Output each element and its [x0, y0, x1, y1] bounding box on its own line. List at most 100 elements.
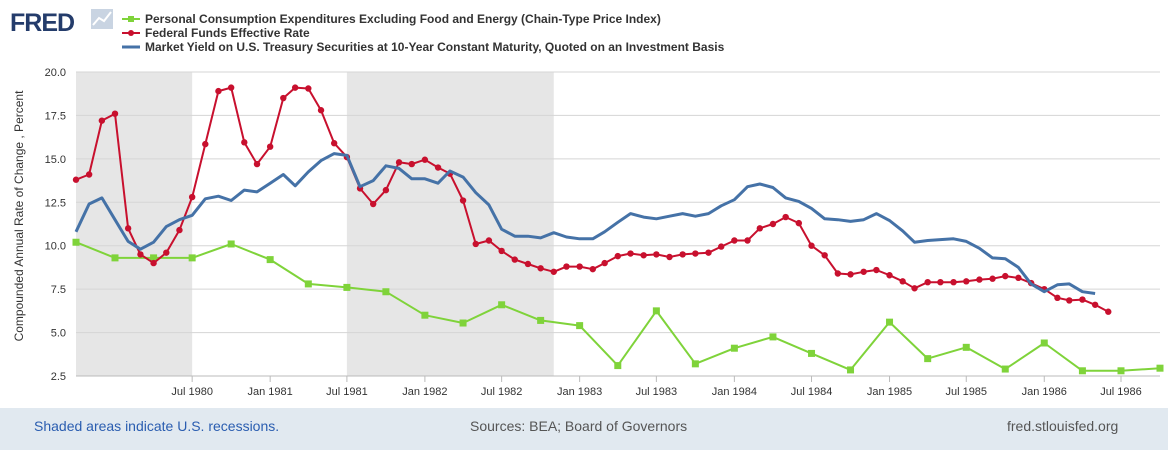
- data-point-pce: [1117, 367, 1125, 375]
- data-point-pce: [498, 301, 506, 309]
- data-point-fedfunds: [692, 250, 699, 257]
- data-point-fedfunds: [576, 263, 583, 270]
- grid-layer: [76, 71, 1160, 377]
- series-pce: [72, 238, 1164, 375]
- data-point-fedfunds: [769, 220, 777, 228]
- data-point-fedfunds: [382, 186, 390, 194]
- data-point-fedfunds: [330, 140, 338, 147]
- x-tick-label: Jul 1981: [326, 386, 368, 398]
- data-point-fedfunds: [937, 278, 944, 286]
- data-point-fedfunds: [291, 84, 299, 91]
- data-point-fedfunds: [963, 278, 970, 285]
- data-point-fedfunds: [150, 259, 157, 267]
- data-point-pce: [72, 238, 80, 246]
- x-tick-label: Jul 1984: [791, 386, 833, 398]
- data-point-fedfunds: [705, 249, 712, 256]
- fred-url-link[interactable]: fred.stlouisfed.org: [1007, 418, 1119, 434]
- data-point-pce: [1001, 365, 1009, 373]
- data-point-pce: [808, 349, 816, 357]
- data-point-fedfunds: [537, 265, 544, 272]
- data-point-fedfunds: [137, 251, 144, 258]
- data-point-fedfunds: [873, 266, 880, 274]
- data-point-pce: [691, 360, 699, 368]
- legend-item-treasury[interactable]: Market Yield on U.S. Treasury Securities…: [122, 40, 725, 54]
- data-point-fedfunds: [421, 156, 429, 163]
- y-tick-label: 10.0: [45, 241, 66, 253]
- y-tick-label: 12.5: [45, 197, 66, 209]
- x-tick-label: Jan 1981: [248, 386, 293, 398]
- data-point-fedfunds: [679, 251, 686, 258]
- data-point-fedfunds: [950, 278, 957, 286]
- fred-logo[interactable]: FRED: [10, 9, 113, 37]
- data-point-fedfunds: [860, 268, 867, 275]
- data-point-fedfunds: [98, 117, 106, 124]
- data-point-fedfunds: [1054, 294, 1061, 302]
- legend-item-fedfunds[interactable]: Federal Funds Effective Rate: [122, 26, 310, 40]
- data-point-fedfunds: [472, 240, 479, 248]
- data-point-fedfunds: [1079, 296, 1086, 303]
- data-point-fedfunds: [498, 247, 505, 255]
- data-point-fedfunds: [459, 197, 467, 204]
- recession-shading-layer: [76, 72, 554, 376]
- series-layer: [72, 84, 1164, 375]
- data-point-pce: [111, 254, 119, 262]
- data-point-fedfunds: [280, 94, 287, 102]
- x-tick-label: Jan 1985: [867, 386, 912, 398]
- data-point-pce: [421, 311, 429, 319]
- recession-note: Shaded areas indicate U.S. recessions.: [34, 418, 280, 434]
- sources-text: Sources: BEA; Board of Governors: [470, 418, 688, 434]
- x-tick-label: Jul 1982: [481, 386, 523, 398]
- chart-legend: Personal Consumption Expenditures Exclud…: [122, 12, 725, 54]
- data-point-fedfunds: [241, 139, 248, 146]
- data-point-fedfunds: [847, 271, 854, 278]
- data-point-pce: [924, 355, 932, 363]
- data-point-pce: [266, 256, 274, 264]
- data-point-fedfunds: [782, 213, 789, 221]
- chart-svg: 2.5 5.0 7.5 10.0 12.5 15.0 17.5 20.0 Jul 1980 Ja…: [10, 9, 1164, 398]
- x-tick-label: Jan 1984: [712, 386, 757, 398]
- data-point-pce: [1078, 367, 1086, 375]
- data-point-fedfunds: [408, 160, 415, 168]
- data-point-pce: [150, 254, 158, 262]
- data-point-fedfunds: [899, 278, 906, 285]
- data-point-fedfunds: [563, 263, 570, 270]
- x-tick-label: Jul 1986: [1100, 386, 1142, 398]
- data-point-fedfunds: [821, 252, 828, 259]
- data-point-pce: [769, 333, 777, 341]
- data-point-fedfunds: [163, 249, 170, 256]
- data-point-fedfunds: [176, 226, 183, 234]
- x-tick-labels: Jul 1980 Jan 1981 Jul 1981 Jan 1982 Jul 1982…: [76, 375, 1160, 398]
- data-point-pce: [614, 362, 622, 370]
- y-axis-label: Compounded Annual Rate of Change , Perce…: [12, 90, 26, 342]
- data-point-fedfunds: [989, 275, 996, 282]
- data-point-fedfunds: [369, 200, 377, 208]
- data-point-pce: [730, 344, 738, 352]
- data-point-fedfunds: [72, 176, 80, 183]
- y-tick-label: 2.5: [51, 371, 66, 383]
- data-point-fedfunds: [1002, 272, 1009, 280]
- recession-band: [346, 72, 554, 376]
- data-point-fedfunds: [524, 260, 532, 268]
- data-point-pce: [343, 283, 351, 291]
- data-point-pce: [537, 316, 545, 324]
- x-tick-label: Jan 1986: [1022, 386, 1067, 398]
- data-point-pce: [962, 343, 970, 351]
- x-tick-label: Jul 1980: [171, 386, 213, 398]
- y-tick-label: 7.5: [51, 284, 66, 296]
- recession-band: [76, 72, 193, 376]
- legend-item-pce[interactable]: Personal Consumption Expenditures Exclud…: [122, 12, 661, 26]
- data-point-fedfunds: [188, 193, 196, 201]
- data-point-pce: [227, 240, 235, 248]
- series-treasury: [74, 152, 1096, 295]
- data-point-pce: [1040, 339, 1048, 347]
- data-point-fedfunds: [666, 253, 673, 261]
- data-point-fedfunds: [976, 276, 983, 283]
- data-point-fedfunds: [756, 225, 764, 232]
- data-point-fedfunds: [614, 252, 621, 260]
- y-tick-label: 17.5: [45, 110, 66, 122]
- legend-label-pce: Personal Consumption Expenditures Exclud…: [145, 12, 661, 26]
- data-point-fedfunds: [85, 171, 93, 178]
- y-tick-label: 5.0: [51, 328, 66, 340]
- data-point-fedfunds: [886, 272, 893, 279]
